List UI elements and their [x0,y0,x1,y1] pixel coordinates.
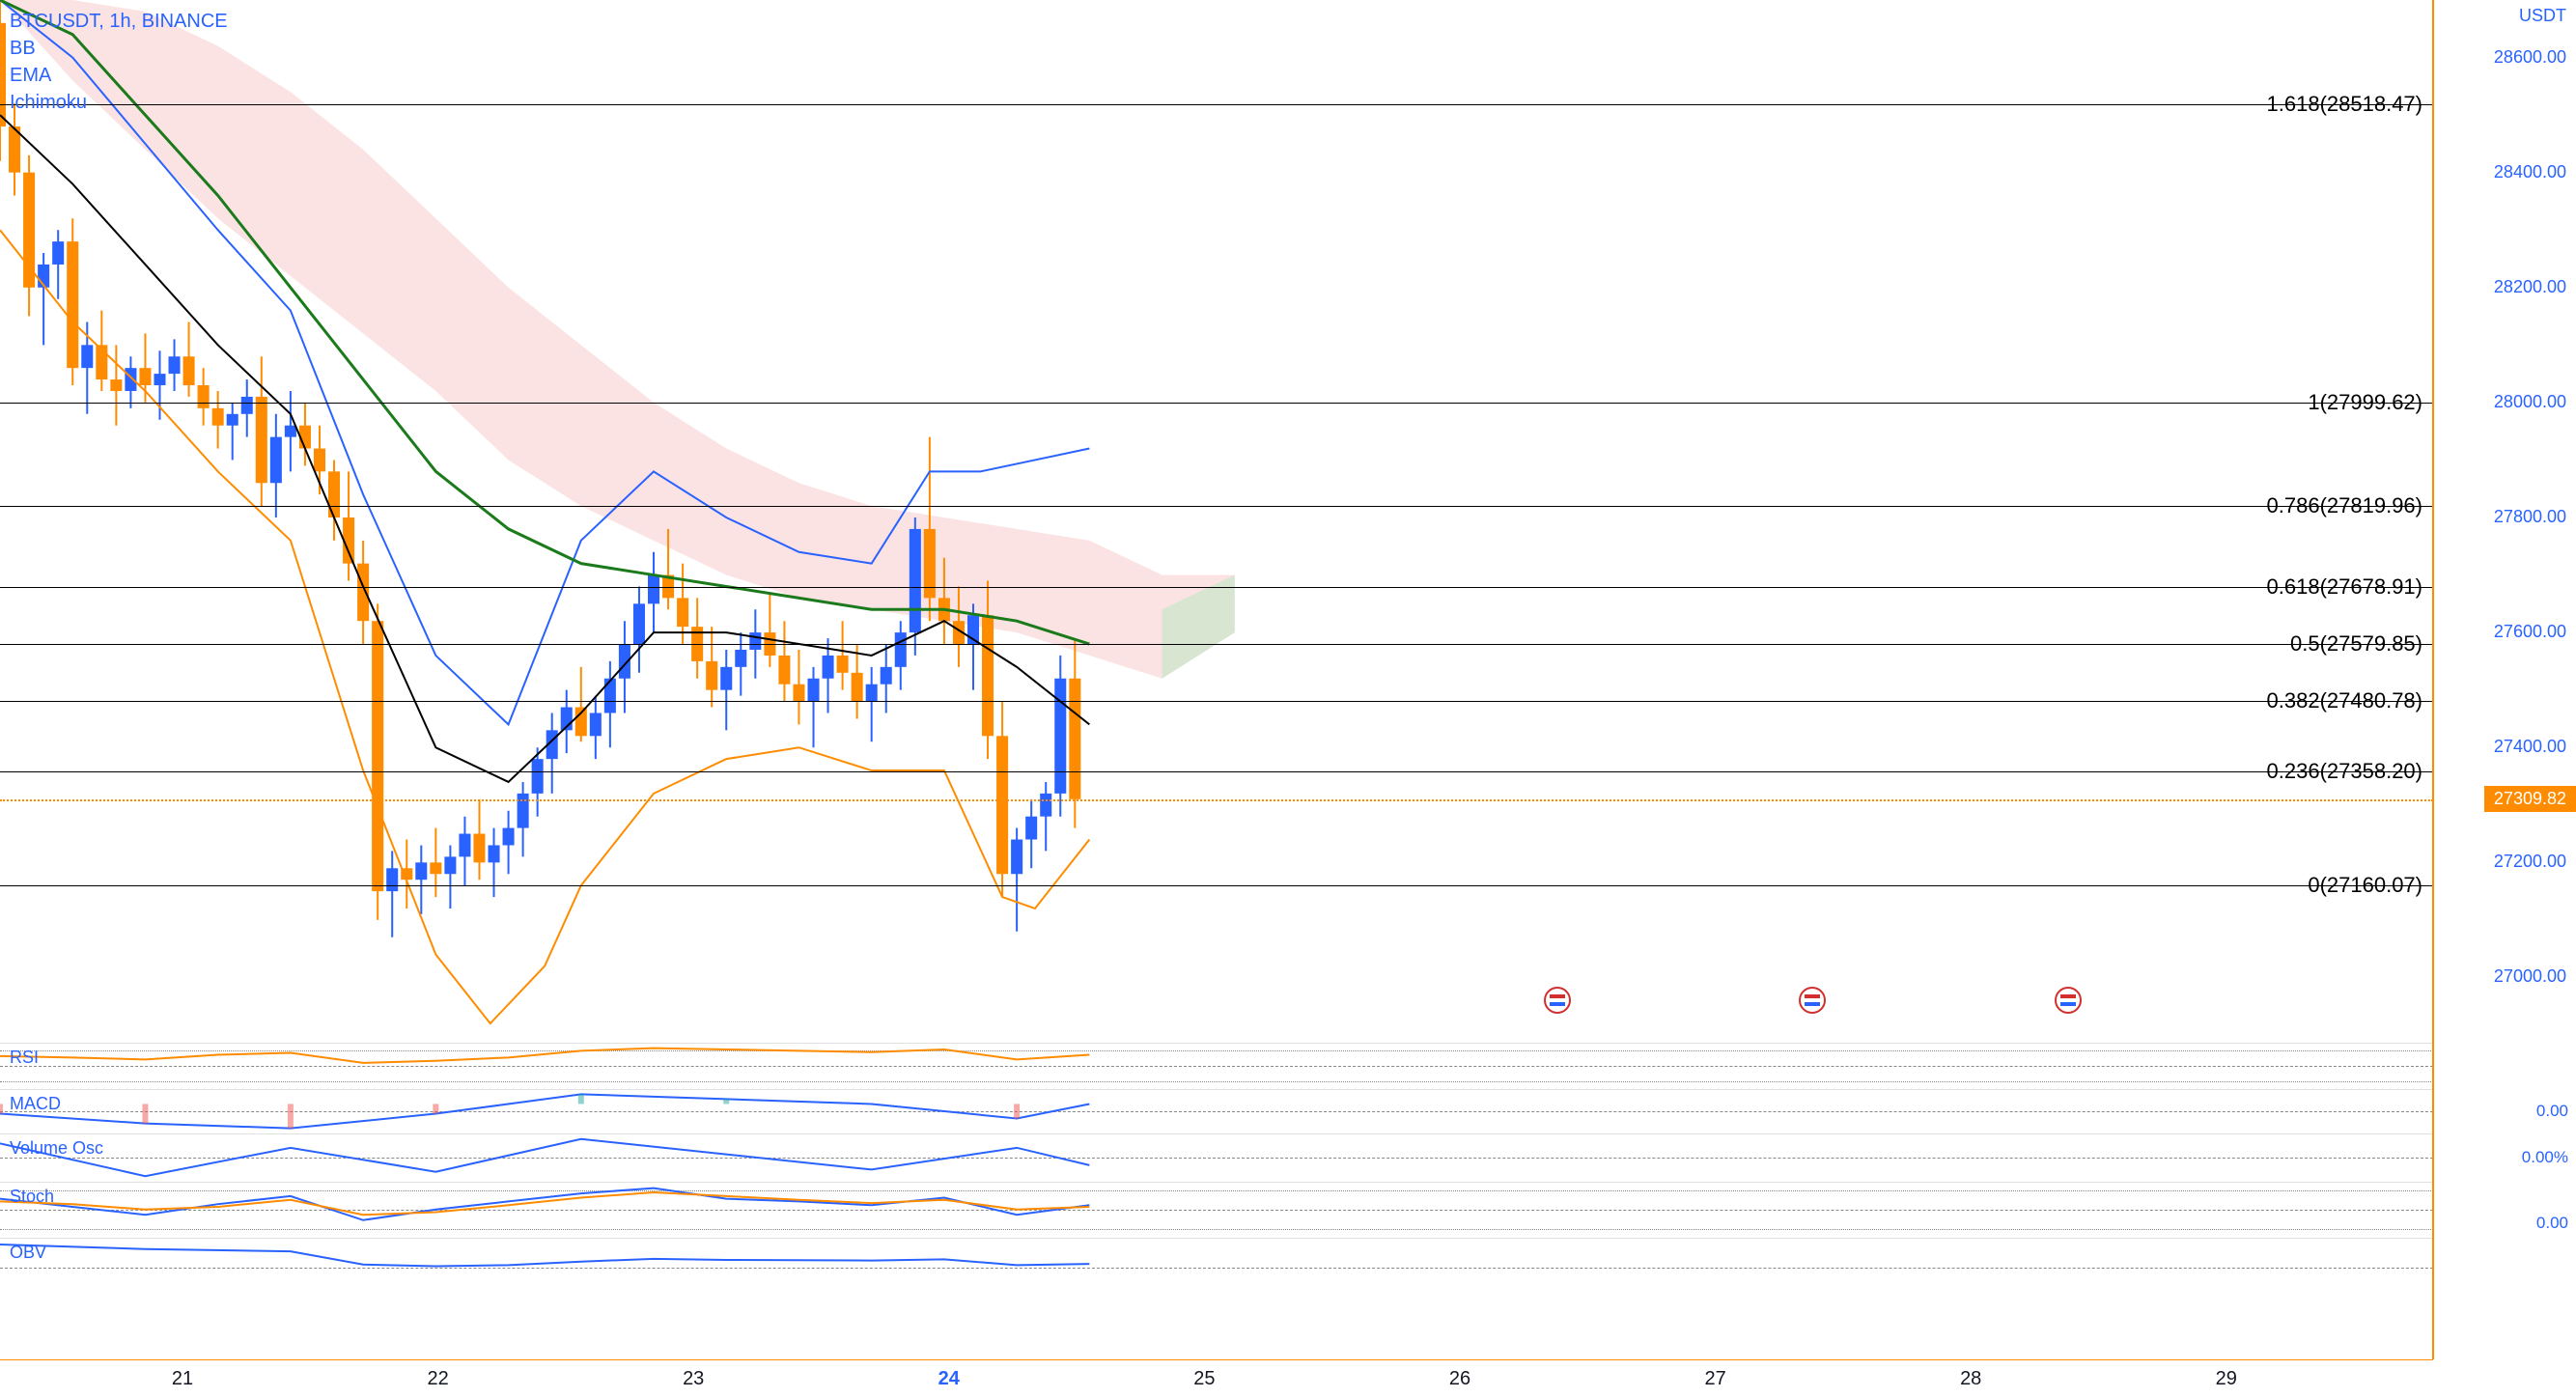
indicator-panel-volume-osc[interactable]: Volume Osc0.00% [0,1133,2433,1180]
fib-line[interactable] [0,587,2433,588]
fib-label: 1.618(28518.47) [2267,92,2422,117]
time-tick: 27 [1704,1368,1725,1390]
price-tick: 27200.00 [2494,852,2566,872]
price-tick: 28200.00 [2494,277,2566,297]
indicator-ichimoku-label[interactable]: Ichimoku [10,89,228,116]
chart-header: BTCUSDT, 1h, BINANCE BB EMA Ichimoku [10,8,228,116]
fib-label: 0.5(27579.85) [2290,631,2422,657]
price-tick: 27800.00 [2494,507,2566,527]
price-tick: 28000.00 [2494,392,2566,412]
chart-svg [0,0,2433,1035]
indicator-name[interactable]: OBV [10,1243,46,1263]
time-axis[interactable]: 21 22 23 24 25 26 27 28 29 [0,1359,2433,1398]
price-tick: 27000.00 [2494,966,2566,987]
fib-line[interactable] [0,506,2433,507]
event-marker-icon[interactable] [1544,987,1571,1014]
time-tick: 29 [2216,1368,2237,1390]
fib-label: 0.786(27819.96) [2267,493,2422,518]
fib-label: 0.618(27678.91) [2267,574,2422,600]
indicator-name[interactable]: Stoch [10,1187,54,1207]
time-tick: 22 [427,1368,448,1390]
indicator-panel-rsi[interactable]: RSI [0,1043,2433,1087]
fib-line[interactable] [0,644,2433,645]
time-tick: 21 [172,1368,193,1390]
fib-line[interactable] [0,771,2433,772]
price-axis[interactable]: USDT 28600.00 28400.00 28200.00 28000.00 278… [2433,0,2576,1398]
price-tick: 28600.00 [2494,47,2566,68]
chart-container: BTCUSDT, 1h, BINANCE BB EMA Ichimoku 1.6… [0,0,2576,1398]
fib-label: 0.382(27480.78) [2267,688,2422,713]
fib-line[interactable] [0,885,2433,886]
event-marker-icon[interactable] [1799,987,1826,1014]
fib-label: 0.236(27358.20) [2267,759,2422,784]
price-tick: 27400.00 [2494,737,2566,757]
price-tick: 28400.00 [2494,162,2566,182]
indicator-panel-macd[interactable]: MACD0.00 [0,1089,2433,1132]
indicator-name[interactable]: Volume Osc [10,1138,103,1159]
time-tick: 28 [1960,1368,1981,1390]
fib-line[interactable] [0,701,2433,702]
indicator-ema-label[interactable]: EMA [10,62,228,89]
axis-unit: USDT [2519,6,2566,26]
main-price-chart[interactable]: BTCUSDT, 1h, BINANCE BB EMA Ichimoku 1.6… [0,0,2433,1035]
time-tick: 24 [938,1368,960,1390]
indicator-axis-label: 0.00 [2536,1102,2568,1121]
current-price-badge: 27309.82 [2484,786,2576,812]
price-tick: 27600.00 [2494,622,2566,642]
fib-label: 0(27160.07) [2308,873,2422,898]
indicator-axis-label: 0.00% [2522,1148,2568,1167]
indicator-name[interactable]: RSI [10,1048,39,1068]
indicator-name[interactable]: MACD [10,1094,61,1114]
time-tick: 23 [683,1368,704,1390]
fib-label: 1(27999.62) [2308,390,2422,415]
time-tick: 26 [1449,1368,1470,1390]
indicator-axis-label: 0.00 [2536,1214,2568,1233]
event-marker-icon[interactable] [2055,987,2082,1014]
indicator-panel-stoch[interactable]: Stoch0.00 [0,1182,2433,1236]
indicator-panel-obv[interactable]: OBV [0,1238,2433,1296]
indicator-bb-label[interactable]: BB [10,35,228,62]
time-tick: 25 [1193,1368,1215,1390]
current-price-line [0,799,2433,801]
fib-line[interactable] [0,104,2433,105]
symbol-label[interactable]: BTCUSDT, 1h, BINANCE [10,8,228,35]
fib-line[interactable] [0,403,2433,404]
